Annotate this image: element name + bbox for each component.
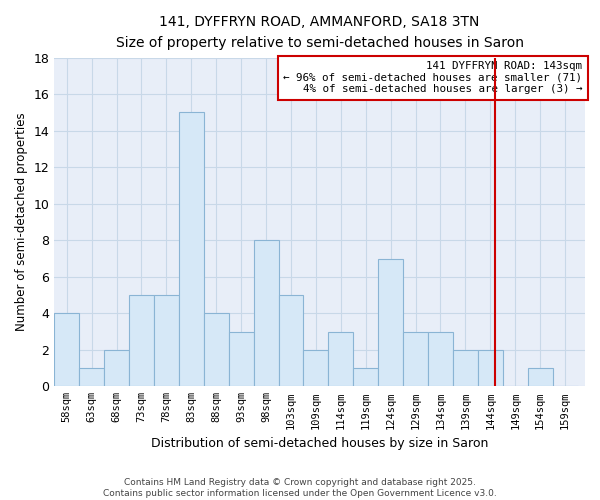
Bar	[254, 240, 278, 386]
Text: 141 DYFFRYN ROAD: 143sqm
← 96% of semi-detached houses are smaller (71)
4% of se: 141 DYFFRYN ROAD: 143sqm ← 96% of semi-d…	[283, 61, 583, 94]
Bar	[229, 332, 254, 386]
Bar	[154, 295, 179, 386]
Bar	[204, 314, 229, 386]
Bar	[527, 368, 553, 386]
X-axis label: Distribution of semi-detached houses by size in Saron: Distribution of semi-detached houses by …	[151, 437, 488, 450]
Title: 141, DYFFRYN ROAD, AMMANFORD, SA18 3TN
Size of property relative to semi-detache: 141, DYFFRYN ROAD, AMMANFORD, SA18 3TN S…	[116, 15, 524, 50]
Bar	[179, 112, 204, 386]
Bar	[403, 332, 428, 386]
Bar	[428, 332, 453, 386]
Bar	[353, 368, 378, 386]
Bar	[104, 350, 129, 387]
Bar	[54, 314, 79, 386]
Y-axis label: Number of semi-detached properties: Number of semi-detached properties	[15, 112, 28, 332]
Text: Contains HM Land Registry data © Crown copyright and database right 2025.
Contai: Contains HM Land Registry data © Crown c…	[103, 478, 497, 498]
Bar	[304, 350, 328, 387]
Bar	[478, 350, 503, 387]
Bar	[129, 295, 154, 386]
Bar	[278, 295, 304, 386]
Bar	[328, 332, 353, 386]
Bar	[453, 350, 478, 387]
Bar	[378, 258, 403, 386]
Bar	[79, 368, 104, 386]
